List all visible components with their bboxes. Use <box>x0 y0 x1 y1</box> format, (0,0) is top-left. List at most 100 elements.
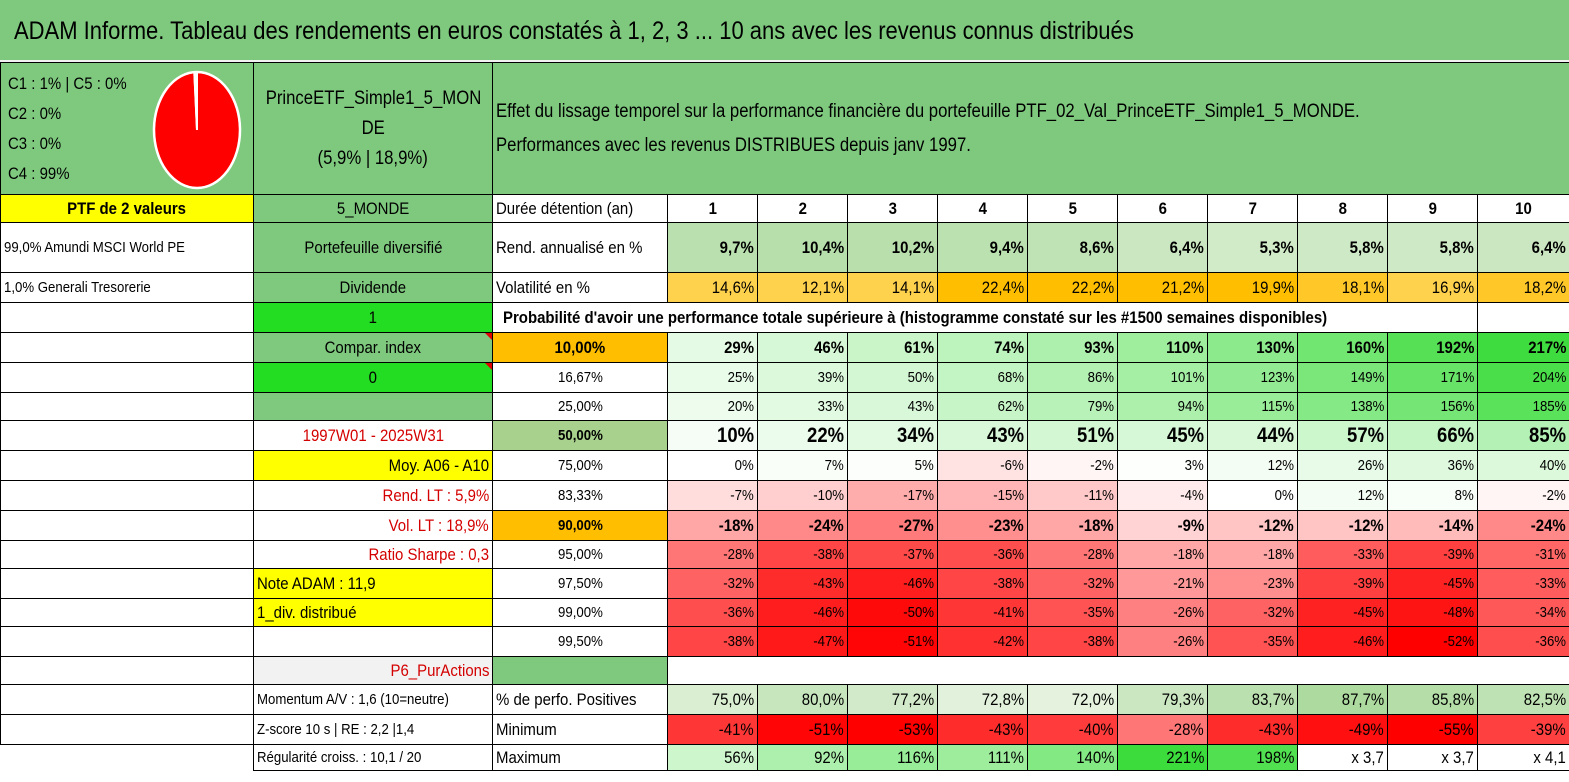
div-distribue-label-text: 1_div. distribué <box>257 602 357 622</box>
proba-value: -31% <box>1477 540 1569 569</box>
positives-label: % de perfo. Positives <box>492 684 668 715</box>
minimum-label-text: Minimum <box>496 719 557 739</box>
maximum-value-text: 56% <box>724 747 754 767</box>
proba-value: 7% <box>757 450 848 481</box>
zone-label: 5_MONDE <box>253 194 493 223</box>
left-empty-cell <box>0 302 254 333</box>
proba-value: -21% <box>1117 568 1208 599</box>
vol-value-text: 21,2% <box>1161 277 1204 297</box>
proba-value-text: 94% <box>1177 398 1204 415</box>
proba-value-text: -23% <box>989 515 1024 535</box>
profile-green-cell <box>492 656 668 685</box>
proba-value: -38% <box>1027 626 1118 657</box>
left-empty-cell <box>0 568 254 599</box>
proba-value: 185% <box>1477 392 1569 421</box>
proba-value: 68% <box>937 362 1028 393</box>
proba-value-text: 5% <box>914 457 934 474</box>
proba-value: 171% <box>1387 362 1478 393</box>
positives-value: 72,0% <box>1027 684 1118 715</box>
proba-value: -12% <box>1207 510 1298 541</box>
rend-label: Rend. annualisé en % <box>492 222 668 273</box>
proba-value-text: -26% <box>1173 633 1204 650</box>
proba-value: 8% <box>1387 480 1478 511</box>
proba-value-text: -28% <box>1083 546 1114 563</box>
maximum-value-text: x 3,7 <box>1441 747 1474 767</box>
positives-value: 85,8% <box>1387 684 1478 715</box>
proba-value-text: 57% <box>1347 423 1384 447</box>
rend-value-text: 5,8% <box>1439 237 1474 257</box>
proba-value: -6% <box>937 450 1028 481</box>
proba-value: -17% <box>847 480 938 511</box>
vol-value: 16,9% <box>1387 272 1478 303</box>
minimum-value: -43% <box>937 714 1028 745</box>
proba-value: -23% <box>937 510 1028 541</box>
vol-value-text: 12,1% <box>801 277 844 297</box>
proba-header-text: Probabilité d'avoir une performance tota… <box>503 307 1328 327</box>
portfolio-description: Effet du lissage temporel sur la perform… <box>492 62 1569 195</box>
left-empty-cell <box>0 480 254 511</box>
left-empty-cell <box>0 450 254 481</box>
positives-value-text: 83,7% <box>1251 689 1294 709</box>
mid-empty-green <box>253 392 493 421</box>
proba-value: -34% <box>1477 598 1569 627</box>
proba-value-text: 130% <box>1255 337 1294 357</box>
proba-value-text: -6% <box>1000 457 1024 474</box>
left-empty-cell <box>0 420 254 451</box>
proba-value: 3% <box>1117 450 1208 481</box>
proba-value-text: 171% <box>1440 369 1474 386</box>
report-title: ADAM Informe. Tableau des rendements en … <box>0 0 1569 62</box>
proba-value: 26% <box>1297 450 1388 481</box>
proba-value-text: 36% <box>1447 457 1474 474</box>
proba-value: -18% <box>1117 540 1208 569</box>
proba-value: -28% <box>667 540 758 569</box>
proba-value-text: -41% <box>993 604 1024 621</box>
proba-value-text: -31% <box>1535 546 1566 563</box>
proba-value: 34% <box>847 420 938 451</box>
proba-value-text: -34% <box>1535 604 1566 621</box>
proba-value: -24% <box>1477 510 1569 541</box>
year-header-text: 10 <box>1515 198 1532 218</box>
proba-value-text: -32% <box>1263 604 1294 621</box>
proba-value-text: 61% <box>904 337 934 357</box>
proba-value: 45% <box>1117 420 1208 451</box>
proba-threshold-text: 95,00% <box>557 546 603 563</box>
portfolio-type: Portefeuille diversifié <box>253 222 493 273</box>
positives-value: 80,0% <box>757 684 848 715</box>
proba-value-text: 43% <box>907 398 934 415</box>
year-header: 6 <box>1117 194 1208 223</box>
minimum-value-text: -43% <box>989 719 1024 739</box>
proba-value-text: 12% <box>1357 487 1384 504</box>
minimum-value-text: -41% <box>719 719 754 739</box>
proba-value-text: -18% <box>1263 546 1294 563</box>
proba-value-text: 85% <box>1529 423 1566 447</box>
proba-value-text: -18% <box>1079 515 1114 535</box>
portfolio-type-text: Portefeuille diversifié <box>303 237 443 257</box>
proba-value: -26% <box>1117 626 1208 657</box>
left-empty-cell <box>0 362 254 393</box>
composition-pie <box>152 70 242 190</box>
positives-value-text: 72,8% <box>981 689 1024 709</box>
proba-value-text: 12% <box>1267 457 1294 474</box>
proba-threshold: 97,50% <box>492 568 668 599</box>
year-header: 2 <box>757 194 848 223</box>
minimum-value-text: -49% <box>1349 719 1384 739</box>
year-header: 10 <box>1477 194 1569 223</box>
rend-value-text: 9,7% <box>719 237 754 257</box>
proba-value-text: -18% <box>719 515 754 535</box>
proba-value: -11% <box>1027 480 1118 511</box>
proba-value: -33% <box>1477 568 1569 599</box>
proba-value-text: -10% <box>813 487 844 504</box>
positives-value: 82,5% <box>1477 684 1569 715</box>
holding-1-text: 99,0% Amundi MSCI World PE <box>4 239 185 256</box>
proba-value-text: -48% <box>1443 604 1474 621</box>
minimum-value-text: -39% <box>1531 719 1566 739</box>
year-header-text: 7 <box>1248 198 1257 218</box>
year-header: 1 <box>667 194 758 223</box>
proba-value-text: 40% <box>1539 457 1566 474</box>
proba-value: -32% <box>1027 568 1118 599</box>
minimum-value-text: -40% <box>1079 719 1114 739</box>
holding-2: 1,0% Generali Tresorerie <box>0 272 254 303</box>
proba-value-text: 0% <box>734 457 754 474</box>
proba-value-text: 93% <box>1084 337 1114 357</box>
proba-value-text: -7% <box>730 487 754 504</box>
